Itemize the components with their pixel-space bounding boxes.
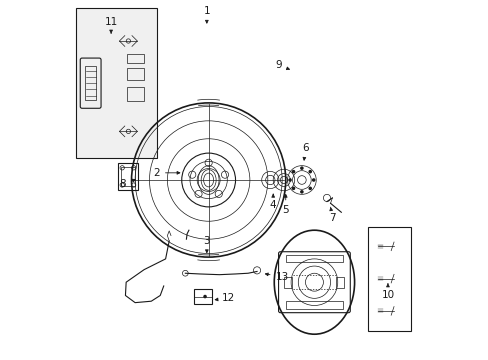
Text: 10: 10 <box>381 284 394 300</box>
Text: 5: 5 <box>282 194 288 216</box>
Text: 2: 2 <box>153 168 180 178</box>
Text: 11: 11 <box>104 17 118 33</box>
Bar <box>126 87 144 101</box>
Bar <box>76 8 156 158</box>
Circle shape <box>203 295 206 298</box>
Bar <box>118 163 138 190</box>
Circle shape <box>291 170 295 174</box>
Text: 8: 8 <box>119 179 135 189</box>
Circle shape <box>287 178 291 182</box>
Text: 12: 12 <box>215 293 235 303</box>
Text: 13: 13 <box>265 272 288 282</box>
Bar <box>285 255 343 262</box>
Circle shape <box>311 178 315 182</box>
Bar <box>284 277 291 288</box>
Circle shape <box>308 186 311 190</box>
Circle shape <box>308 170 311 174</box>
Circle shape <box>300 166 303 170</box>
Circle shape <box>291 186 295 190</box>
Text: 1: 1 <box>203 6 210 23</box>
Bar <box>194 289 212 304</box>
Bar <box>126 68 144 80</box>
Text: 4: 4 <box>269 194 276 210</box>
Bar <box>121 167 135 186</box>
Text: 7: 7 <box>328 207 335 222</box>
Text: 6: 6 <box>302 143 308 160</box>
Text: 9: 9 <box>275 60 289 70</box>
Bar <box>335 277 343 288</box>
Bar <box>76 8 156 158</box>
Bar <box>367 226 410 330</box>
Bar <box>285 301 343 309</box>
Bar <box>85 66 96 100</box>
Circle shape <box>300 190 303 194</box>
Bar <box>126 54 144 63</box>
Text: 3: 3 <box>203 236 210 253</box>
